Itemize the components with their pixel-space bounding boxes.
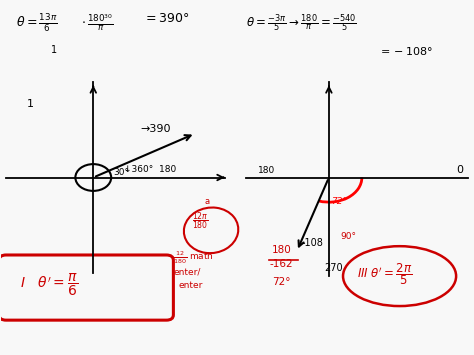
- Text: $\cdot \, \frac{180^{30}}{\pi}$: $\cdot \, \frac{180^{30}}{\pi}$: [82, 12, 114, 33]
- Text: -108: -108: [301, 238, 323, 248]
- Text: 1: 1: [27, 99, 34, 109]
- Text: $III \; \theta' = \dfrac{2\pi}{5}$: $III \; \theta' = \dfrac{2\pi}{5}$: [357, 262, 412, 287]
- Text: 180: 180: [258, 166, 275, 175]
- Text: 0: 0: [456, 165, 463, 175]
- Text: 30°: 30°: [113, 168, 129, 177]
- Text: $= 390°$: $= 390°$: [143, 12, 189, 25]
- Text: $= -108°$: $= -108°$: [378, 45, 433, 58]
- Text: enter: enter: [178, 282, 202, 290]
- Text: 270: 270: [324, 263, 343, 273]
- Text: 180: 180: [272, 245, 292, 255]
- Text: 72°: 72°: [273, 277, 291, 287]
- Text: $\frac{12\pi}{180}$: $\frac{12\pi}{180}$: [192, 211, 209, 232]
- Text: -162: -162: [270, 259, 293, 269]
- Text: →390: →390: [140, 124, 171, 134]
- Text: 72°: 72°: [331, 197, 347, 206]
- Text: $I \quad \theta' = \dfrac{\pi}{6}$: $I \quad \theta' = \dfrac{\pi}{6}$: [20, 272, 78, 298]
- Text: $\theta = \frac{13\pi}{6}$: $\theta = \frac{13\pi}{6}$: [16, 12, 57, 34]
- Text: 90°: 90°: [341, 232, 356, 241]
- Text: a: a: [204, 197, 209, 206]
- Text: enter/: enter/: [173, 267, 201, 276]
- Text: $\frac{12}{180}$ math: $\frac{12}{180}$ math: [173, 250, 214, 266]
- Text: ↓360°  180: ↓360° 180: [124, 165, 176, 174]
- Text: 1: 1: [51, 45, 57, 55]
- Text: $\theta = \frac{-3\pi}{5} \rightarrow \frac{180}{\pi} = \frac{-540}{5}$: $\theta = \frac{-3\pi}{5} \rightarrow \f…: [246, 12, 357, 34]
